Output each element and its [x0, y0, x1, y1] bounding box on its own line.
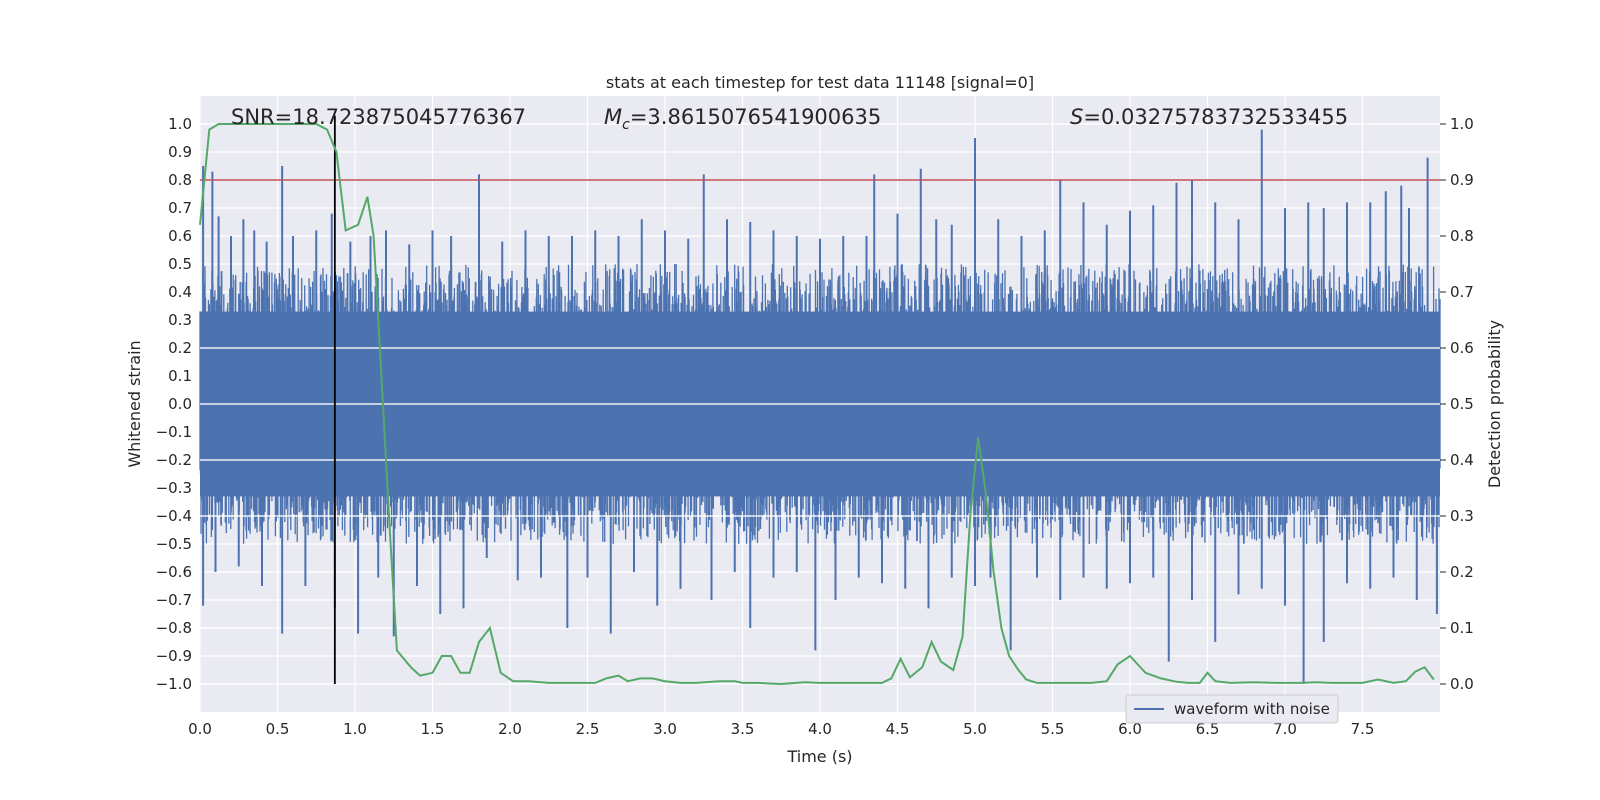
s-annotation: S=0.03275783732533455 — [1070, 105, 1348, 129]
x-tick-label: 3.0 — [653, 720, 677, 738]
x-tick-label: 1.5 — [421, 720, 445, 738]
x-tick-label: 4.5 — [886, 720, 910, 738]
y-tick-label-left: −0.8 — [156, 619, 192, 637]
y-tick-label-left: −0.7 — [156, 591, 192, 609]
tick-labels: 0.0 0.5 1.0 1.5 2.0 2.5 3.0 3.5 4.0 4.5 5.0 5.5 6.0 6… — [156, 115, 1474, 738]
overlay-lines — [199, 115, 1440, 686]
x-tick-label: 0.0 — [188, 720, 212, 738]
y-tick-label-left: 0.9 — [168, 143, 192, 161]
chirp-mass-annotation: Mc=3.8615076541900635 — [604, 105, 881, 133]
y-tick-label-right: 0.2 — [1450, 563, 1474, 581]
y-tick-label-left: 0.5 — [168, 255, 192, 273]
x-tick-label: 3.5 — [731, 720, 755, 738]
y-tick-label-right: 0.0 — [1450, 675, 1474, 693]
y-axis-label-right: Detection probability — [1485, 320, 1504, 488]
x-tick-label: 5.0 — [963, 720, 987, 738]
y-tick-label-left: 0.0 — [168, 395, 192, 413]
y-tick-label-right: 0.1 — [1450, 619, 1474, 637]
detection-probability-line — [199, 123, 1435, 686]
legend-box — [1125, 694, 1339, 724]
y-tick-label-right: 1.0 — [1450, 115, 1474, 133]
chart-title: stats at each timestep for test data 111… — [606, 73, 1034, 92]
y-tick-label-left: 0.2 — [168, 339, 192, 357]
y-tick-label-left: 0.7 — [168, 199, 192, 217]
y-tick-label-left: 0.1 — [168, 367, 192, 385]
y-tick-label-left: −0.5 — [156, 535, 192, 553]
y-tick-label-right: 0.3 — [1450, 507, 1474, 525]
chirp-mass-value: =3.8615076541900635 — [630, 105, 881, 129]
y-tick-label-left: −0.1 — [156, 423, 192, 441]
legend-label: waveform with noise — [1174, 700, 1330, 718]
y-tick-label-left: 0.4 — [168, 283, 192, 301]
x-tick-label: 7.5 — [1351, 720, 1375, 738]
s-symbol: S — [1070, 105, 1083, 129]
x-tick-label: 1.0 — [343, 720, 367, 738]
waveform-series — [199, 129, 1441, 684]
y-tick-label-left: 0.8 — [168, 171, 192, 189]
x-tick-label: 7.0 — [1273, 720, 1297, 738]
s-value: =0.03275783732533455 — [1083, 105, 1348, 129]
x-tick-label: 5.5 — [1041, 720, 1065, 738]
y-tick-label-left: −0.3 — [156, 479, 192, 497]
y-tick-label-right: 0.4 — [1450, 451, 1474, 469]
y-axis-label-left: Whitened strain — [125, 340, 144, 467]
y-tick-label-left: −1.0 — [156, 675, 192, 693]
y-tick-label-right: 0.5 — [1450, 395, 1474, 413]
y-tick-label-left: 1.0 — [168, 115, 192, 133]
chirp-mass-symbol: M — [604, 105, 622, 129]
x-axis-label: Time (s) — [786, 747, 852, 766]
x-tick-label: 2.0 — [498, 720, 522, 738]
x-tick-label: 6.5 — [1196, 720, 1220, 738]
y-tick-label-right: 0.8 — [1450, 227, 1474, 245]
y-tick-label-left: 0.6 — [168, 227, 192, 245]
x-tick-label: 6.0 — [1118, 720, 1142, 738]
y-tick-label-left: −0.6 — [156, 563, 192, 581]
y-tick-label-left: −0.2 — [156, 451, 192, 469]
y-tick-label-right: 0.9 — [1450, 171, 1474, 189]
y-tick-label-right: 0.7 — [1450, 283, 1474, 301]
y-tick-label-left: −0.9 — [156, 647, 192, 665]
snr-annotation: SNR=18.723875045776367 — [231, 105, 526, 129]
y-tick-label-right: 0.6 — [1450, 339, 1474, 357]
x-tick-label: 0.5 — [266, 720, 290, 738]
x-tick-label: 2.5 — [576, 720, 600, 738]
y-tick-label-left: 0.3 — [168, 311, 192, 329]
y-tick-label-left: −0.4 — [156, 507, 192, 525]
legend: waveform with noise — [1125, 694, 1339, 724]
x-tick-label: 4.0 — [808, 720, 832, 738]
chirp-mass-subscript: c — [622, 117, 630, 133]
